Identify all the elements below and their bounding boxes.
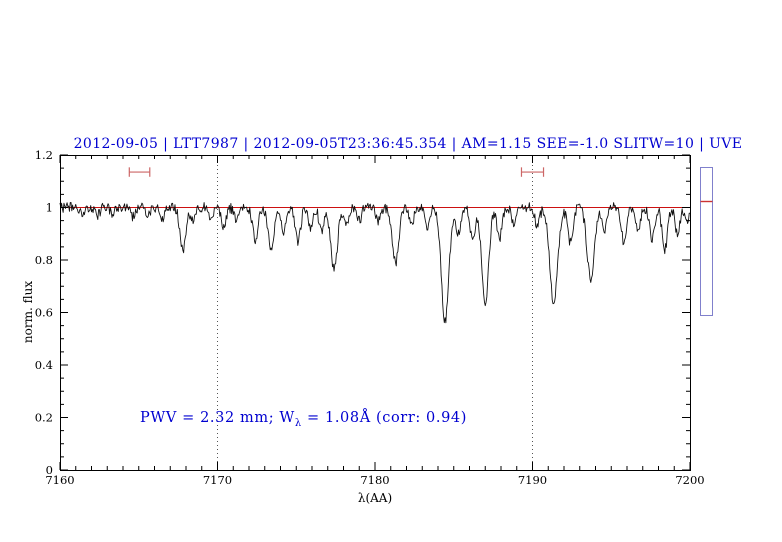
y-tick-label: 0.6	[35, 306, 53, 320]
x-tick-label: 7190	[518, 473, 547, 487]
pwv-annotation: PWV = 2.32 mm; Wλ = 1.08Å (corr: 0.94)	[140, 410, 467, 429]
x-axis-label: λ(AA)	[357, 491, 393, 505]
x-tick-label: 7180	[360, 473, 389, 487]
y-tick-label: 1.2	[35, 148, 53, 162]
equivalent-width-text: = 1.08Å (corr: 0.94)	[301, 410, 467, 426]
y-tick-label: 0	[46, 463, 53, 477]
plot-title: 2012-09-05 | LTT7987 | 2012-09-05T23:36:…	[73, 136, 743, 152]
x-tick-label: 7170	[203, 473, 232, 487]
spectrum-line	[59, 202, 691, 324]
y-tick-label: 0.8	[35, 253, 53, 267]
pwv-text: PWV = 2.32 mm; W	[140, 410, 295, 426]
y-tick-label: 1	[46, 201, 53, 215]
y-axis-label: norm. flux	[21, 280, 35, 344]
y-tick-label: 0.2	[35, 411, 53, 425]
side-indicator-box	[700, 167, 713, 316]
y-tick-label: 0.4	[35, 358, 53, 372]
lambda-subscript: λ	[294, 417, 302, 429]
x-tick-label: 7200	[675, 473, 704, 487]
x-tick-label: 7160	[45, 473, 74, 487]
